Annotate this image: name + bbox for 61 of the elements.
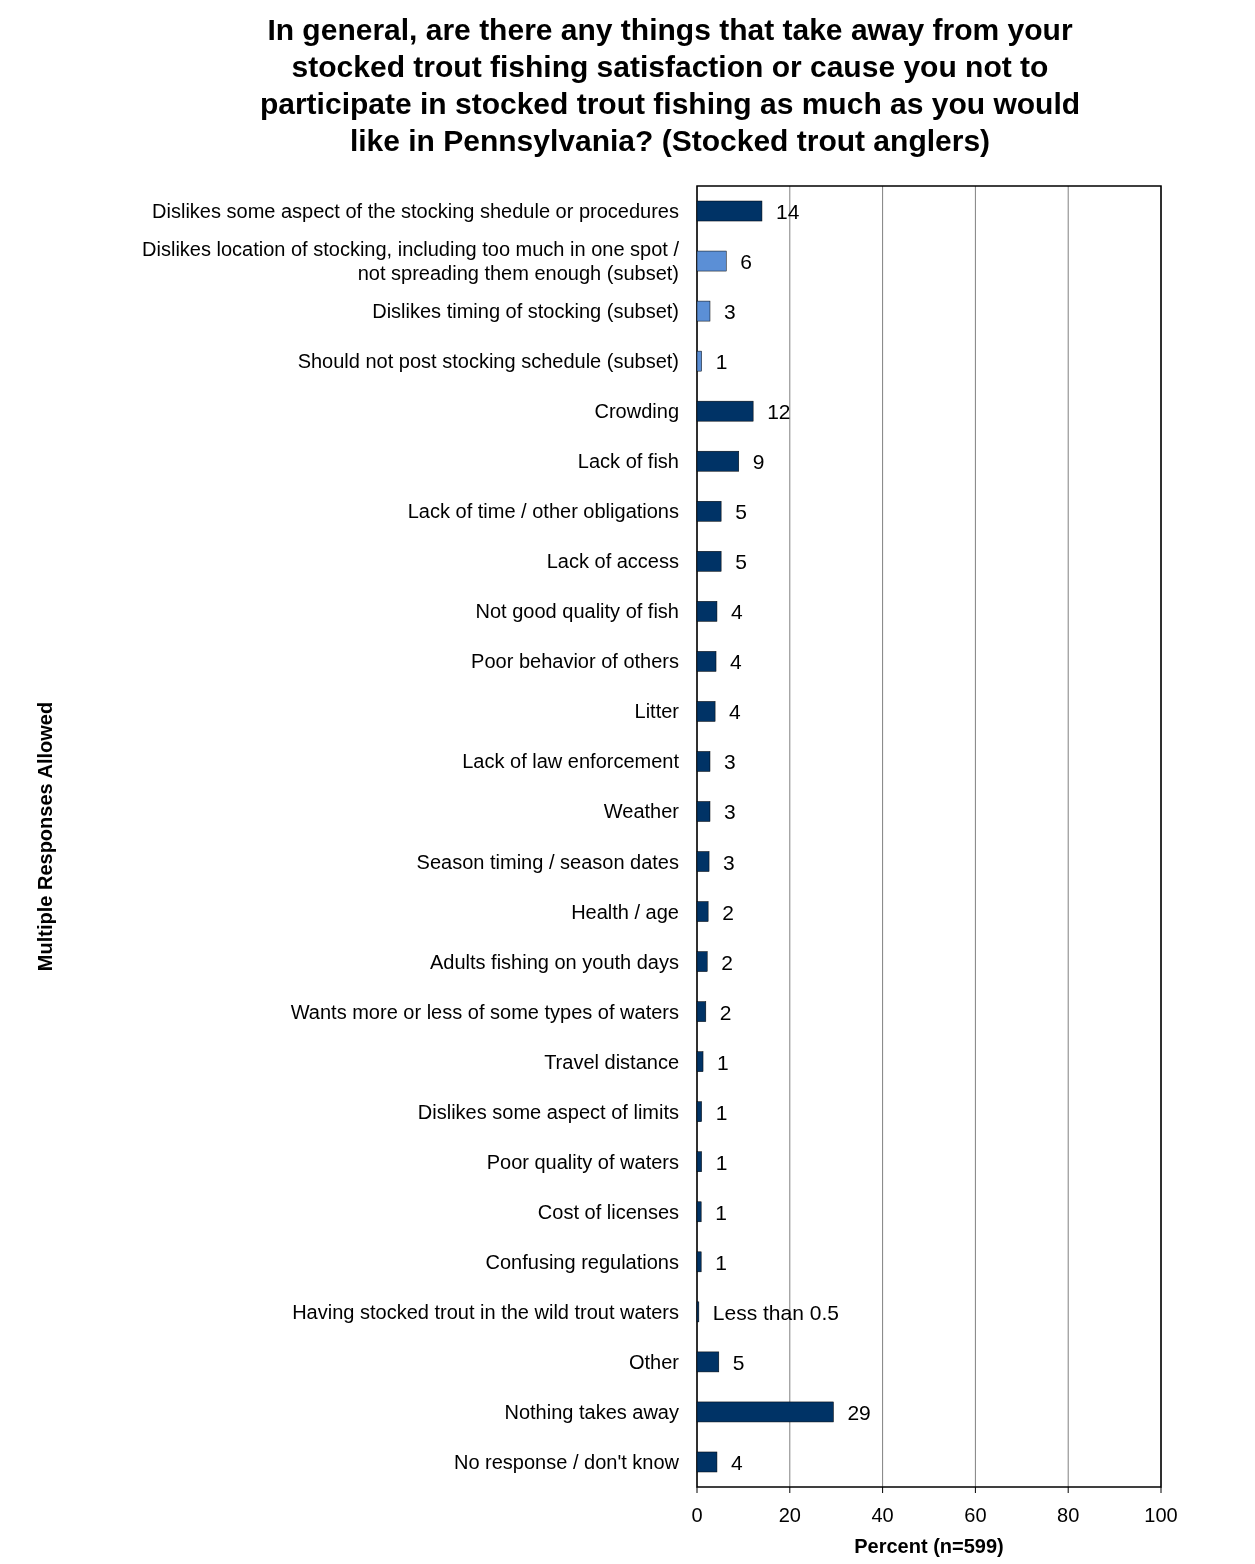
y-axis-title: Multiple Responses Allowed xyxy=(34,701,56,972)
y-tick-label: Weather xyxy=(603,800,680,823)
y-tick-label: Poor quality of waters xyxy=(486,1150,679,1173)
data-label: 1 xyxy=(715,1100,728,1124)
y-tick-label: Having stocked trout in the wild trout waters xyxy=(292,1300,679,1323)
data-label: 5 xyxy=(735,500,747,524)
data-label: 4 xyxy=(730,650,743,674)
data-label: 9 xyxy=(752,450,765,474)
data-label: 1 xyxy=(715,1250,727,1274)
y-tick-label: No response / don't know xyxy=(453,1450,680,1473)
y-tick-label: Health / age xyxy=(571,900,679,923)
data-label: 1 xyxy=(715,1200,727,1224)
y-tick-label: Dislikes timing of stocking (subset) xyxy=(372,300,679,323)
data-label: 3 xyxy=(723,800,736,824)
y-tick-label: Cost of licenses xyxy=(537,1200,679,1223)
x-tick-label: 20 xyxy=(778,1504,801,1526)
x-tick-label: 100 xyxy=(1144,1504,1178,1526)
y-tick-label: Travel distance xyxy=(544,1050,679,1073)
y-tick-label: Poor behavior of others xyxy=(471,650,679,673)
data-label: 5 xyxy=(735,550,747,574)
data-label: 3 xyxy=(723,300,736,324)
y-tick-label: Wants more or less of some types of waters xyxy=(290,1000,679,1023)
y-tick-label: Other xyxy=(628,1350,680,1373)
y-tick-label: Should not post stocking schedule (subset) xyxy=(297,350,679,373)
y-tick-label: Confusing regulations xyxy=(485,1250,679,1273)
data-label: 4 xyxy=(730,1450,743,1474)
data-label: 14 xyxy=(775,200,800,224)
data-label: 1 xyxy=(715,350,728,374)
data-label: 6 xyxy=(740,250,752,274)
data-label: 3 xyxy=(723,750,736,774)
y-tick-label: Lack of law enforcement xyxy=(462,750,680,773)
x-tick-label: 60 xyxy=(964,1504,987,1526)
y-tick-label: Lack of time / other obligations xyxy=(407,500,679,523)
data-label: 1 xyxy=(715,1150,728,1174)
y-tick-label: Nothing takes away xyxy=(504,1400,679,1423)
y-tick-label: Lack of access xyxy=(546,550,679,573)
y-tick-label: Dislikes some aspect of limits xyxy=(417,1100,679,1123)
data-label: 2 xyxy=(719,1000,732,1024)
data-label: 2 xyxy=(721,950,733,974)
x-tick-label: 80 xyxy=(1057,1504,1080,1526)
data-label: 1 xyxy=(717,1050,729,1074)
y-tick-label: Not good quality of fish xyxy=(475,600,679,623)
data-label: 29 xyxy=(847,1400,871,1424)
y-tick-label: Crowding xyxy=(594,400,679,423)
data-label: 3 xyxy=(723,850,735,874)
y-tick-label: Dislikes location of stocking, including too much in one spot / not spreading them enough (subset) xyxy=(142,238,680,285)
x-tick-label: 0 xyxy=(691,1504,703,1526)
chart-title: In general, are there any things that take away from your stocked trout fishing satisfaction or cause you not to participate in stocked trout fishing as much as you would like in Pennsylvania? (Stocked trout anglers) xyxy=(259,13,1081,157)
data-label: 5 xyxy=(732,1350,745,1374)
x-axis-title: Percent (n=599) xyxy=(854,1535,1004,1557)
y-tick-label: Lack of fish xyxy=(577,450,679,473)
data-label: 4 xyxy=(730,600,743,624)
data-label: 2 xyxy=(722,900,734,924)
x-tick-label: 40 xyxy=(871,1504,894,1526)
y-tick-label: Season timing / season dates xyxy=(416,850,679,873)
y-tick-label: Dislikes some aspect of the stocking shedule or procedures xyxy=(152,200,679,223)
y-tick-label: Litter xyxy=(634,700,680,723)
data-label: 4 xyxy=(729,700,742,724)
data-label: 12 xyxy=(767,400,791,424)
data-label: Less than 0.5 xyxy=(712,1300,839,1324)
y-tick-label: Adults fishing on youth days xyxy=(429,950,679,973)
